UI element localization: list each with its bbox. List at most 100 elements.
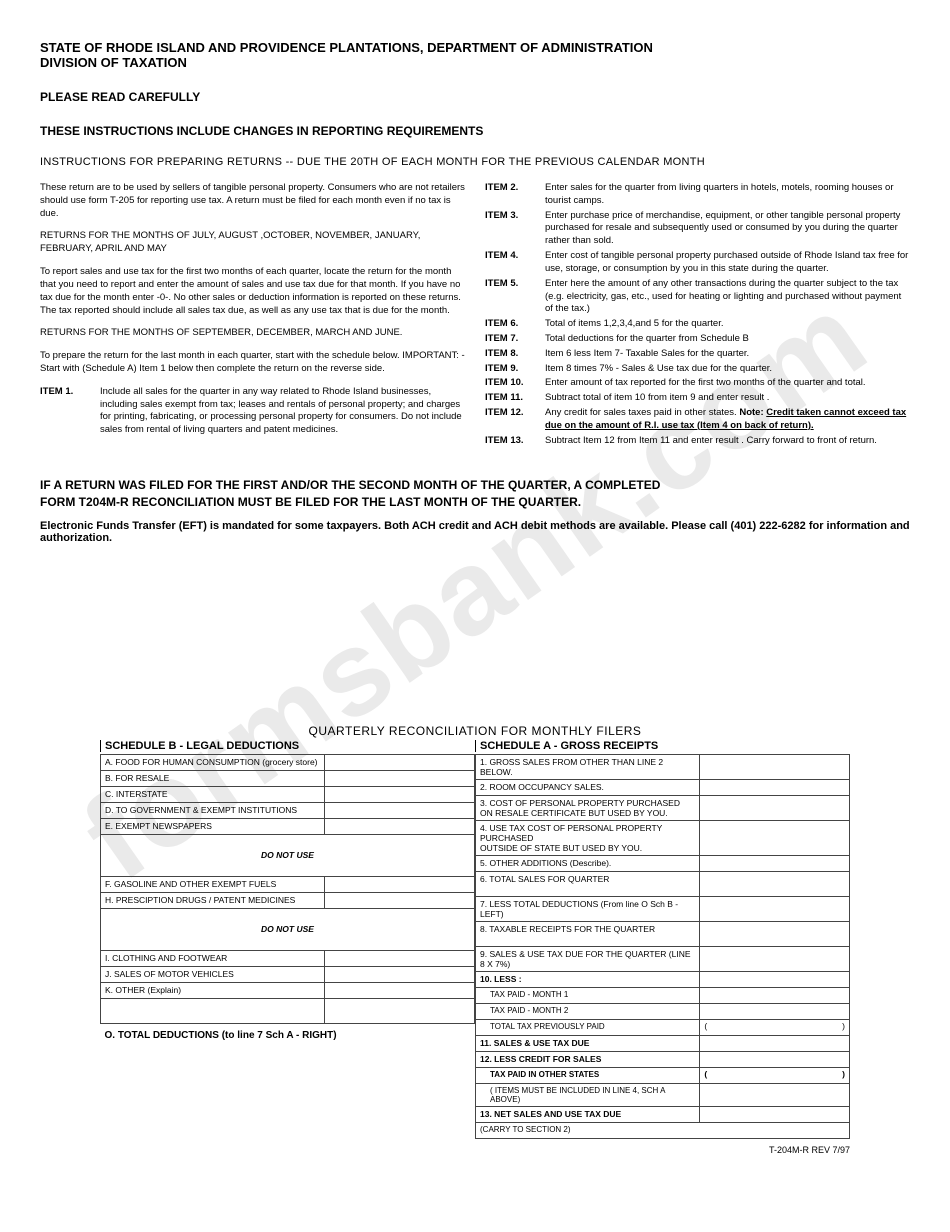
- row-label: 9. SALES & USE TAX DUE FOR THE QUARTER (…: [476, 946, 700, 971]
- item-1-text: Include all sales for the quarter in any…: [100, 386, 465, 437]
- item-row: ITEM 5.Enter here the amount of any othe…: [485, 278, 910, 316]
- row-label: TOTAL TAX PREVIOUSLY PAID: [476, 1019, 700, 1035]
- row-value[interactable]: [325, 950, 475, 966]
- big-note-l1: IF A RETURN WAS FILED FOR THE FIRST AND/…: [40, 477, 910, 493]
- table-row: 12. LESS CREDIT FOR SALES: [476, 1051, 850, 1067]
- table-row: 7. LESS TOTAL DEDUCTIONS (From line O Sc…: [476, 896, 850, 921]
- instructions-line: INSTRUCTIONS FOR PREPARING RETURNS -- DU…: [40, 156, 910, 168]
- schedule-a-table: 1. GROSS SALES FROM OTHER THAN LINE 2 BE…: [475, 754, 850, 1139]
- item-text: Subtract Item 12 from Item 11 and enter …: [545, 435, 910, 448]
- row-label: 6. TOTAL SALES FOR QUARTER: [476, 871, 700, 896]
- right-column: ITEM 2.Enter sales for the quarter from …: [485, 182, 910, 449]
- row-value[interactable]: [700, 971, 850, 987]
- big-note-l2: FORM T204M-R RECONCILIATION MUST BE FILE…: [40, 494, 910, 510]
- table-row: DO NOT USE: [101, 834, 475, 876]
- total-label: O. TOTAL DEDUCTIONS (to line 7 Sch A - R…: [101, 1023, 475, 1043]
- row-value[interactable]: [700, 1083, 850, 1106]
- schedule-b-title: SCHEDULE B - LEGAL DEDUCTIONS: [100, 740, 475, 752]
- table-row: 10. LESS :: [476, 971, 850, 987]
- table-row: A. FOOD FOR HUMAN CONSUMPTION (grocery s…: [101, 754, 475, 770]
- row-label: TAX PAID IN OTHER STATES: [476, 1067, 700, 1083]
- row-value[interactable]: [700, 779, 850, 795]
- table-row: (CARRY TO SECTION 2): [476, 1122, 850, 1138]
- row-label: 13. NET SALES AND USE TAX DUE: [476, 1106, 700, 1122]
- row-value[interactable]: [325, 998, 475, 1023]
- item-text: Enter amount of tax reported for the fir…: [545, 377, 910, 390]
- item-row: ITEM 10.Enter amount of tax reported for…: [485, 377, 910, 390]
- row-value[interactable]: [700, 896, 850, 921]
- row-value[interactable]: [700, 871, 850, 896]
- item-label: ITEM 12.: [485, 407, 537, 433]
- row-label: [101, 998, 325, 1023]
- row-value[interactable]: [325, 754, 475, 770]
- table-row: ( ITEMS MUST BE INCLUDED IN LINE 4, SCH …: [476, 1083, 850, 1106]
- row-label: 3. COST OF PERSONAL PROPERTY PURCHASED O…: [476, 795, 700, 820]
- table-row: TOTAL TAX PREVIOUSLY PAID(): [476, 1019, 850, 1035]
- row-value[interactable]: [700, 921, 850, 946]
- changes-note: THESE INSTRUCTIONS INCLUDE CHANGES IN RE…: [40, 124, 910, 138]
- row-label: 4. USE TAX COST OF PERSONAL PROPERTY PUR…: [476, 820, 700, 855]
- row-value[interactable]: [700, 987, 850, 1003]
- table-row: 9. SALES & USE TAX DUE FOR THE QUARTER (…: [476, 946, 850, 971]
- row-label: K. OTHER (Explain): [101, 982, 325, 998]
- row-value[interactable]: [700, 795, 850, 820]
- row-value[interactable]: (): [700, 1067, 850, 1083]
- row-value[interactable]: [700, 1106, 850, 1122]
- table-row: B. FOR RESALE: [101, 770, 475, 786]
- table-row: 5. OTHER ADDITIONS (Describe).: [476, 855, 850, 871]
- read-carefully: PLEASE READ CAREFULLY: [40, 90, 910, 104]
- row-label: A. FOOD FOR HUMAN CONSUMPTION (grocery s…: [101, 754, 325, 770]
- item-label: ITEM 3.: [485, 210, 537, 248]
- item-row: ITEM 6.Total of items 1,2,3,4,and 5 for …: [485, 318, 910, 331]
- row-value[interactable]: [325, 818, 475, 834]
- table-row: TAX PAID IN OTHER STATES(): [476, 1067, 850, 1083]
- row-label: D. TO GOVERNMENT & EXEMPT INSTITUTIONS: [101, 802, 325, 818]
- item-label: ITEM 4.: [485, 250, 537, 276]
- table-row: F. GASOLINE AND OTHER EXEMPT FUELS: [101, 876, 475, 892]
- row-value[interactable]: [700, 754, 850, 779]
- row-label: ( ITEMS MUST BE INCLUDED IN LINE 4, SCH …: [476, 1083, 700, 1106]
- row-value[interactable]: (): [700, 1019, 850, 1035]
- item-1-label: ITEM 1.: [40, 386, 92, 437]
- table-row: TAX PAID - MONTH 1: [476, 987, 850, 1003]
- row-label: 11. SALES & USE TAX DUE: [476, 1035, 700, 1051]
- row-label: I. CLOTHING AND FOOTWEAR: [101, 950, 325, 966]
- row-label: 7. LESS TOTAL DEDUCTIONS (From line O Sc…: [476, 896, 700, 921]
- schedule-b: SCHEDULE B - LEGAL DEDUCTIONS A. FOOD FO…: [100, 740, 475, 1139]
- eft-note: Electronic Funds Transfer (EFT) is manda…: [40, 520, 910, 544]
- schedule-wrap: SCHEDULE B - LEGAL DEDUCTIONS A. FOOD FO…: [100, 740, 850, 1139]
- row-value[interactable]: [325, 982, 475, 998]
- row-value[interactable]: [700, 1003, 850, 1019]
- row-value[interactable]: [325, 876, 475, 892]
- item-text: Item 8 times 7% - Sales & Use tax due fo…: [545, 363, 910, 376]
- item-text: Total of items 1,2,3,4,and 5 for the qua…: [545, 318, 910, 331]
- item-row: ITEM 13.Subtract Item 12 from Item 11 an…: [485, 435, 910, 448]
- item-text: Enter cost of tangible personal property…: [545, 250, 910, 276]
- row-value[interactable]: [325, 770, 475, 786]
- table-row: I. CLOTHING AND FOOTWEAR: [101, 950, 475, 966]
- row-label: 1. GROSS SALES FROM OTHER THAN LINE 2 BE…: [476, 754, 700, 779]
- header-line2: DIVISION OF TAXATION: [40, 55, 910, 70]
- row-value[interactable]: [325, 802, 475, 818]
- table-row: 1. GROSS SALES FROM OTHER THAN LINE 2 BE…: [476, 754, 850, 779]
- row-value[interactable]: [700, 946, 850, 971]
- row-value[interactable]: [325, 966, 475, 982]
- big-note: IF A RETURN WAS FILED FOR THE FIRST AND/…: [40, 477, 910, 509]
- row-label: (CARRY TO SECTION 2): [476, 1122, 850, 1138]
- row-value[interactable]: [700, 855, 850, 871]
- row-value[interactable]: [700, 820, 850, 855]
- page-content: STATE OF RHODE ISLAND AND PROVIDENCE PLA…: [0, 0, 950, 1175]
- item-row: ITEM 12.Any credit for sales taxes paid …: [485, 407, 910, 433]
- row-label: F. GASOLINE AND OTHER EXEMPT FUELS: [101, 876, 325, 892]
- row-label: DO NOT USE: [101, 908, 475, 950]
- item-label: ITEM 8.: [485, 348, 537, 361]
- item-label: ITEM 7.: [485, 333, 537, 346]
- row-value[interactable]: [700, 1051, 850, 1067]
- left-p3: To report sales and use tax for the firs…: [40, 266, 465, 317]
- row-value[interactable]: [700, 1035, 850, 1051]
- schedule-a: SCHEDULE A - GROSS RECEIPTS 1. GROSS SAL…: [475, 740, 850, 1139]
- row-value[interactable]: [325, 892, 475, 908]
- table-row: DO NOT USE: [101, 908, 475, 950]
- item-label: ITEM 2.: [485, 182, 537, 208]
- row-value[interactable]: [325, 786, 475, 802]
